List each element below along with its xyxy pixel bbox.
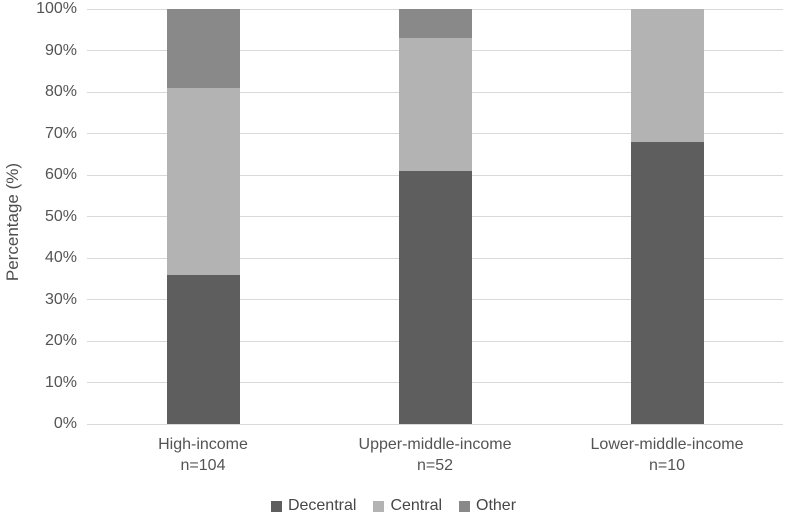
bar-segment-other: [166, 9, 240, 88]
y-tick-label: 60%: [44, 166, 77, 183]
legend-swatch-icon: [270, 500, 282, 512]
legend: Decentral Central Other: [0, 497, 787, 515]
x-axis-category-label: Lower-middle-income n=10: [552, 434, 782, 476]
bar-segment-decentral: [398, 170, 472, 424]
category-name: High-income: [158, 436, 248, 453]
y-tick-label: 70%: [44, 124, 77, 142]
category-name: Lower-middle-income: [590, 436, 744, 453]
category-n-label: n=52: [416, 457, 454, 474]
stacked-bar-3: [630, 9, 704, 424]
bar-segment-central: [166, 87, 240, 275]
y-tick-label: 100%: [36, 0, 77, 17]
y-tick-label: 30%: [44, 290, 77, 308]
legend-label: Other: [476, 497, 517, 514]
category-name: Upper-middle-income: [358, 436, 512, 453]
legend-item-other: Other: [459, 497, 516, 515]
y-tick-label: 90%: [44, 41, 77, 59]
plot-area: [87, 8, 783, 425]
legend-item-decentral: Decentral: [270, 497, 357, 515]
bar-segment-decentral: [166, 274, 240, 424]
bar-segment-decentral: [630, 141, 704, 424]
y-tick-label: 0%: [53, 415, 77, 432]
legend-item-central: Central: [373, 497, 442, 515]
x-axis-category-label: High-income n=104: [88, 434, 318, 476]
category-n-label: n=104: [180, 457, 226, 474]
y-tick-label: 80%: [44, 83, 77, 100]
y-tick-label: 50%: [44, 207, 77, 225]
legend-swatch-icon: [459, 500, 471, 512]
bar-segment-central: [398, 38, 472, 171]
gridline: [87, 8, 783, 10]
x-axis-category-label: Upper-middle-income n=52: [320, 434, 550, 476]
category-n-label: n=10: [648, 457, 686, 474]
legend-label: Central: [390, 497, 443, 514]
stacked-bar-1: [166, 9, 240, 424]
bar-segment-other: [398, 9, 472, 39]
legend-swatch-icon: [373, 500, 385, 512]
y-tick-label: 20%: [44, 332, 77, 349]
y-tick-label: 10%: [44, 373, 77, 391]
gridline: [87, 423, 783, 425]
y-tick-label: 40%: [44, 249, 77, 266]
legend-label: Decentral: [287, 497, 357, 514]
bar-segment-central: [630, 9, 704, 142]
stacked-bar-2: [398, 9, 472, 424]
